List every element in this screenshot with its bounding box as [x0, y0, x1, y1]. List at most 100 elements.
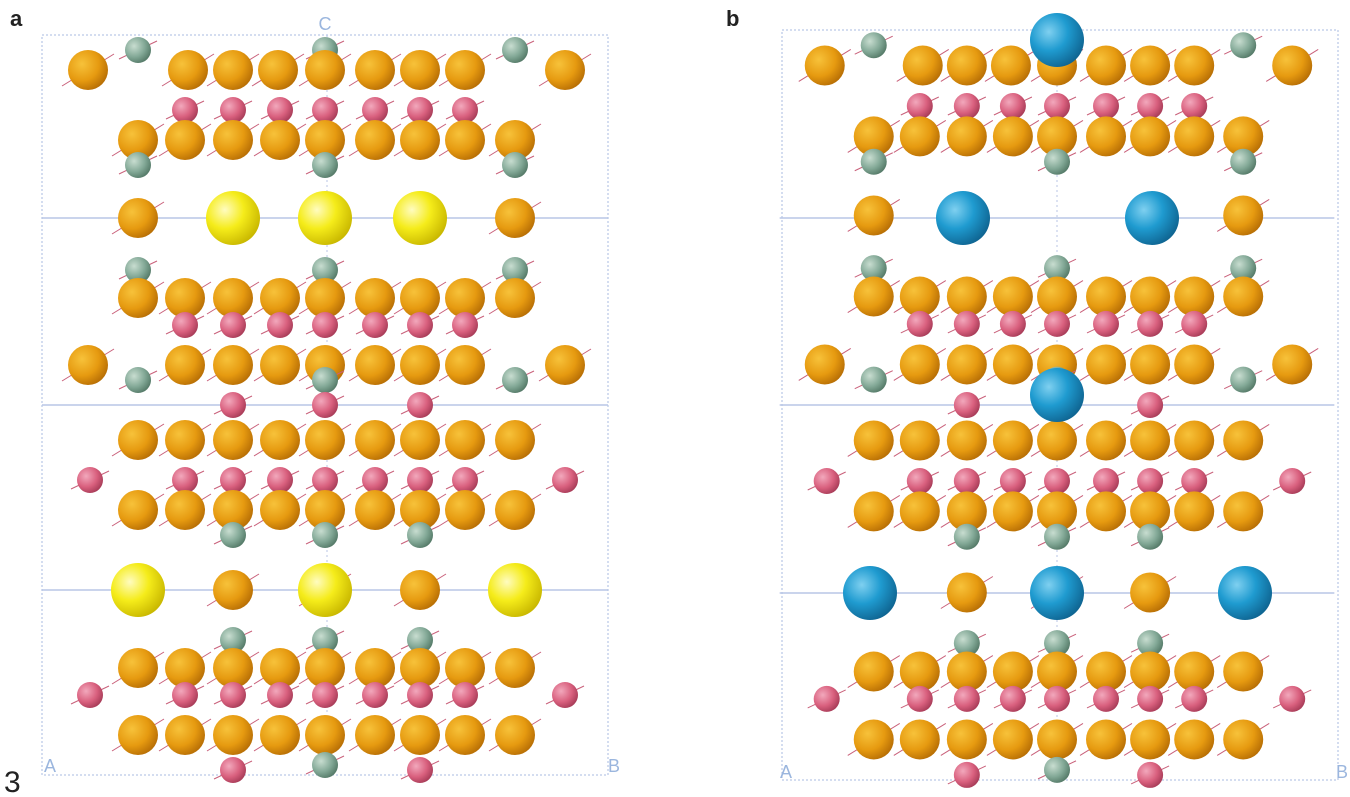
panel-a: a C A B [10, 6, 620, 783]
atom [1130, 277, 1170, 317]
atom [1279, 686, 1305, 712]
atom [907, 686, 933, 712]
atom [1044, 757, 1070, 783]
atom [843, 566, 897, 620]
atom [125, 367, 151, 393]
atom [168, 50, 208, 90]
atom [452, 467, 478, 493]
atom [1181, 311, 1207, 337]
axis-label: B [1336, 762, 1348, 782]
atom [452, 682, 478, 708]
atom [900, 116, 940, 156]
atom [213, 420, 253, 460]
atom [111, 563, 165, 617]
atom [1223, 420, 1263, 460]
atom [1223, 277, 1263, 317]
atom [407, 312, 433, 338]
figure-number: 3 [4, 766, 21, 797]
atom [854, 277, 894, 317]
atom [545, 345, 585, 385]
atom [355, 345, 395, 385]
atom [1130, 573, 1170, 613]
atom [495, 278, 535, 318]
atom [814, 686, 840, 712]
axis-label: C [319, 14, 332, 34]
atom [118, 420, 158, 460]
atom [1037, 277, 1077, 317]
atom [165, 420, 205, 460]
atom [312, 152, 338, 178]
atom [854, 420, 894, 460]
atom [118, 198, 158, 238]
atom [1137, 524, 1163, 550]
atom [1130, 420, 1170, 460]
atom [407, 467, 433, 493]
panel-label: a [10, 6, 23, 31]
atom [220, 392, 246, 418]
atom [861, 149, 887, 175]
atom [1130, 116, 1170, 156]
atom [854, 719, 894, 759]
atom [495, 198, 535, 238]
atom [1174, 491, 1214, 531]
atom [1137, 311, 1163, 337]
atom [400, 570, 440, 610]
atom [1174, 719, 1214, 759]
atom [1093, 468, 1119, 494]
atom [993, 116, 1033, 156]
atom [1037, 652, 1077, 692]
atom [118, 278, 158, 318]
atom [77, 467, 103, 493]
atom [172, 467, 198, 493]
atom [1181, 468, 1207, 494]
atom [1000, 311, 1026, 337]
atom [488, 563, 542, 617]
atom [1174, 45, 1214, 85]
atom [445, 490, 485, 530]
atom [993, 277, 1033, 317]
atom [1086, 420, 1126, 460]
atom [267, 467, 293, 493]
figure: a C A B b A B 3 [0, 0, 1350, 797]
atom [993, 652, 1033, 692]
atom [267, 682, 293, 708]
atom [312, 752, 338, 778]
atom [1272, 45, 1312, 85]
atom [305, 715, 345, 755]
atom [452, 312, 478, 338]
atom [900, 277, 940, 317]
atom [1000, 93, 1026, 119]
atom [993, 719, 1033, 759]
atom [362, 312, 388, 338]
atom [1230, 149, 1256, 175]
atom [305, 50, 345, 90]
atom [260, 715, 300, 755]
atom [355, 490, 395, 530]
atom [220, 467, 246, 493]
atom [1137, 392, 1163, 418]
atom [400, 50, 440, 90]
atom [118, 490, 158, 530]
atom [362, 97, 388, 123]
atom [1093, 311, 1119, 337]
atom [1086, 491, 1126, 531]
atom [954, 311, 980, 337]
atom [298, 563, 352, 617]
atom [1037, 420, 1077, 460]
atom [993, 491, 1033, 531]
atom [312, 467, 338, 493]
atom [407, 97, 433, 123]
atom [954, 686, 980, 712]
atom [1279, 468, 1305, 494]
atom [355, 420, 395, 460]
atom [172, 682, 198, 708]
atom [900, 652, 940, 692]
atom [861, 367, 887, 393]
atom [1044, 93, 1070, 119]
atom [298, 191, 352, 245]
atom [1130, 45, 1170, 85]
atom [407, 392, 433, 418]
atom [213, 345, 253, 385]
atom [1000, 686, 1026, 712]
atom [1086, 45, 1126, 85]
